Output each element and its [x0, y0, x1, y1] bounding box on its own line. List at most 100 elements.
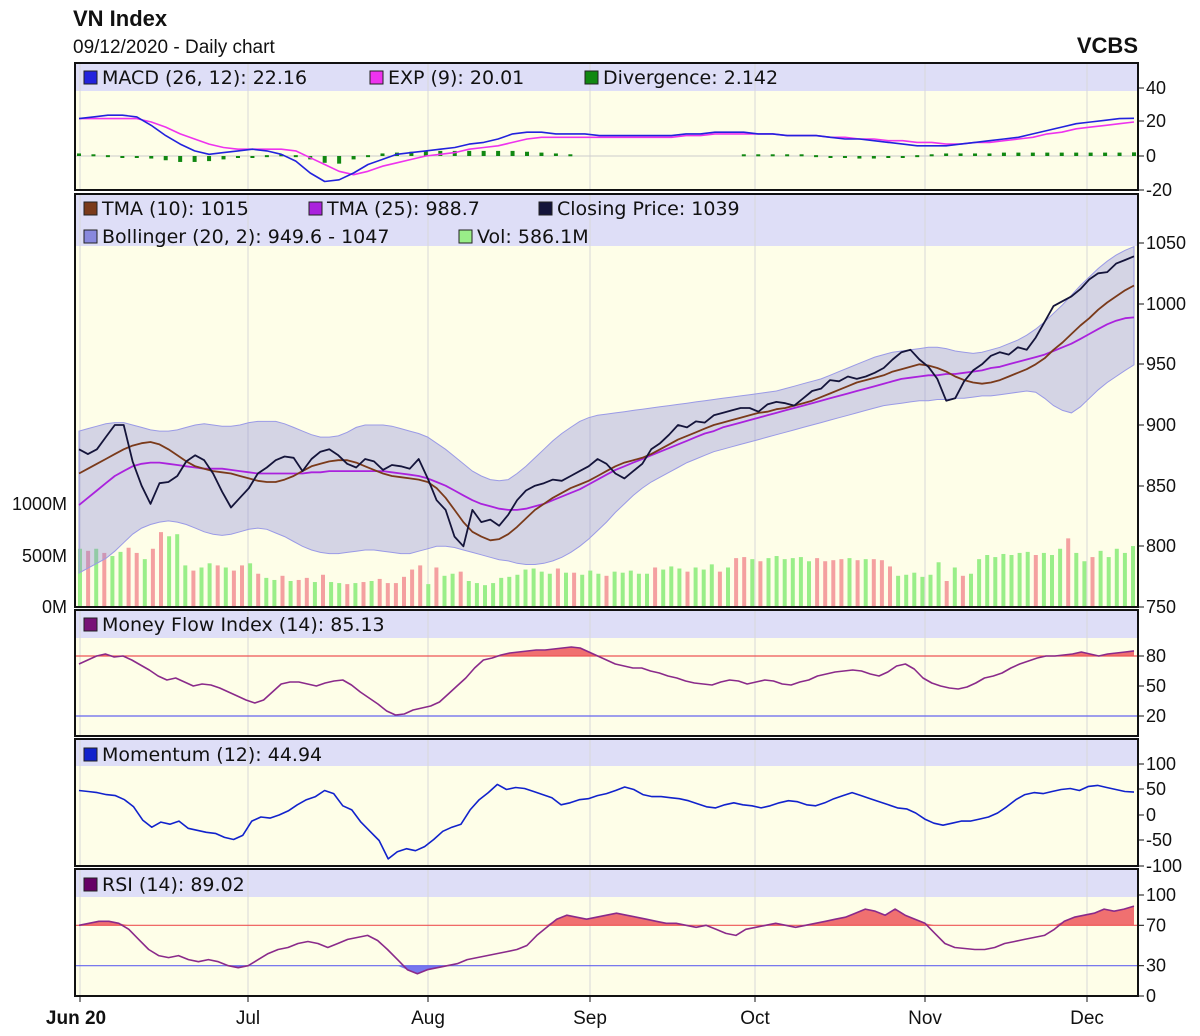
- divergence-bar: [438, 150, 443, 156]
- legend-swatch: [83, 229, 98, 244]
- volume-bar: [871, 559, 876, 607]
- volume-bar: [321, 574, 325, 607]
- legend-label: EXP (9): 20.01: [388, 67, 524, 89]
- y-tick-label: 750: [1146, 597, 1176, 617]
- volume-bar: [126, 547, 131, 607]
- volume-bar: [1058, 548, 1063, 607]
- volume-bar: [758, 561, 763, 607]
- x-axis: Jun 20 Jul Aug Sep Oct Nov Dec: [46, 996, 1104, 1029]
- volume-bar: [936, 562, 941, 607]
- volume-bar: [78, 548, 82, 607]
- volume-bar: [547, 573, 552, 607]
- divergence-bar: [987, 153, 992, 156]
- volume-bar: [669, 566, 674, 607]
- y-tick-label: 80: [1146, 646, 1166, 666]
- volume-bar: [831, 560, 836, 607]
- divergence-bar: [814, 155, 819, 158]
- volume-bar: [1106, 557, 1111, 607]
- volume-bar: [709, 564, 714, 607]
- legend-label: Closing Price: 1039: [557, 198, 740, 220]
- y-tick-label: -50: [1146, 830, 1172, 850]
- rsi-legend-bg: [75, 869, 1138, 897]
- volume-bar: [410, 569, 415, 607]
- y-tick-label: 50: [1146, 779, 1166, 799]
- legend-label: RSI (14): 89.02: [102, 874, 245, 896]
- y-tick-label: -20: [1146, 180, 1172, 200]
- divergence-bar: [163, 156, 168, 161]
- volume-bar: [888, 566, 892, 607]
- mfi-panel: Money Flow Index (14): 85.13 80 50 20: [74, 609, 1166, 737]
- volume-bar: [604, 575, 609, 607]
- volume-bar: [717, 571, 722, 607]
- divergence-bar: [134, 156, 139, 158]
- volume-bar: [1009, 555, 1014, 607]
- divergence-bar: [250, 156, 255, 158]
- divergence-bar: [756, 154, 761, 157]
- legend-swatch: [458, 229, 473, 244]
- divergence-bar: [207, 156, 212, 162]
- divergence-bar: [1074, 152, 1079, 156]
- divergence-bar: [120, 156, 125, 158]
- volume-bar: [774, 556, 779, 607]
- volume-bar: [993, 557, 998, 607]
- price-border: [74, 193, 1139, 608]
- divergence-bar: [264, 155, 269, 158]
- divergence-bar: [322, 156, 327, 163]
- volume-bar: [377, 578, 382, 607]
- volume-bar: [726, 567, 730, 607]
- divergence-bar: [799, 154, 804, 157]
- volume-bar: [580, 574, 585, 607]
- legend-swatch: [584, 70, 599, 85]
- divergence-bar: [221, 156, 226, 160]
- momentum-legend-bg: [75, 739, 1138, 766]
- macd-panel: MACD (26, 12): 22.16 EXP (9): 20.01 Diverg…: [74, 62, 1172, 200]
- volume-bar: [750, 559, 755, 607]
- volume-bar: [118, 551, 123, 607]
- volume-bar: [523, 569, 528, 607]
- volume-bar: [847, 558, 852, 607]
- divergence-bar: [857, 156, 862, 159]
- y-tick-label: 0: [1146, 805, 1156, 825]
- volume-tick-label: 0M: [42, 597, 67, 617]
- legend-swatch: [83, 201, 98, 216]
- divergence-bar: [192, 156, 197, 162]
- x-tick-label: Jun 20: [46, 1008, 106, 1029]
- momentum-border: [74, 738, 1139, 867]
- volume-bar: [896, 575, 901, 607]
- y-tick-label: 0: [1146, 986, 1156, 1006]
- volume-bar: [677, 568, 682, 607]
- legend-label: Money Flow Index (14): 85.13: [102, 614, 385, 636]
- volume-bar: [920, 576, 925, 607]
- divergence-bar: [539, 152, 544, 156]
- volume-bar: [928, 574, 933, 607]
- divergence-bar: [105, 155, 110, 158]
- y-tick-label: 30: [1146, 956, 1166, 976]
- volume-bar: [474, 583, 479, 607]
- volume-bar: [142, 559, 147, 607]
- volume-bar: [304, 577, 309, 607]
- volume-bar: [539, 571, 544, 607]
- y-tick-label: 20: [1146, 111, 1166, 131]
- rsi-line: [78, 905, 1135, 975]
- price-legend-bg: [75, 194, 1138, 246]
- volume-bar: [450, 573, 455, 607]
- volume-bar: [766, 558, 771, 607]
- volume-bar: [596, 573, 601, 607]
- volume-bar: [369, 581, 374, 607]
- volume-bar: [1001, 553, 1006, 607]
- x-tick-label: Dec: [1070, 1008, 1104, 1029]
- divergence-bar: [944, 153, 949, 156]
- divergence-bar: [842, 156, 847, 158]
- volume-bar: [1082, 561, 1087, 607]
- y-tick-label: 70: [1146, 915, 1166, 935]
- volume-bar: [734, 558, 739, 607]
- divergence-bar: [1059, 152, 1064, 156]
- volume-bar: [94, 548, 99, 607]
- divergence-bar: [279, 154, 284, 157]
- volume-bar: [912, 572, 917, 607]
- legend-swatch: [369, 70, 384, 85]
- divergence-bar: [1117, 152, 1122, 156]
- volume-bar: [645, 573, 649, 607]
- legend-label: TMA (25): 988.7: [326, 198, 480, 220]
- volume-bar: [807, 561, 811, 607]
